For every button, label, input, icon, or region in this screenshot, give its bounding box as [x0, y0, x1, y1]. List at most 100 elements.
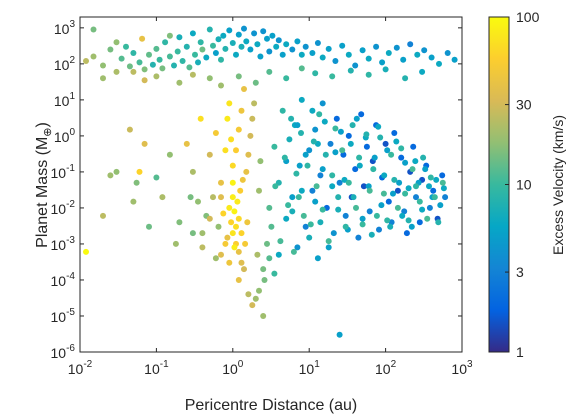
data-point [251, 30, 258, 37]
data-point [353, 204, 359, 211]
x-tick-label: 10-2 [68, 359, 93, 377]
data-point [256, 287, 262, 294]
data-point [260, 313, 267, 319]
data-point [235, 248, 242, 255]
data-point [405, 217, 412, 224]
data-point [310, 138, 317, 145]
data-point [218, 251, 224, 258]
data-point [251, 100, 258, 107]
data-point [100, 62, 106, 69]
data-point [206, 26, 213, 33]
data-point [366, 187, 373, 194]
data-point [435, 219, 442, 226]
scatter-points [83, 25, 458, 338]
data-point [176, 219, 183, 226]
data-point [166, 151, 173, 158]
data-point [335, 194, 342, 201]
data-point [416, 198, 423, 205]
data-point [312, 70, 319, 77]
data-point [136, 59, 143, 66]
data-point [222, 45, 229, 52]
data-point [394, 187, 401, 194]
data-point [195, 59, 201, 66]
data-point [281, 154, 288, 161]
data-point [421, 47, 428, 54]
data-point [203, 54, 210, 61]
data-point [254, 251, 261, 258]
data-point [187, 194, 194, 201]
data-point [107, 46, 114, 53]
data-point [407, 41, 414, 48]
data-point [373, 43, 380, 50]
data-point [113, 168, 120, 175]
data-point [300, 212, 307, 219]
data-point [285, 202, 292, 209]
data-point [294, 244, 301, 251]
data-point [229, 40, 236, 46]
colorbar-tick-label: 100 [516, 9, 540, 25]
data-point [197, 115, 204, 122]
y-axis-title-close: ) [34, 122, 51, 127]
data-point [401, 208, 408, 215]
data-point [166, 53, 173, 60]
data-point [431, 194, 438, 201]
plot-area-frame [79, 16, 463, 353]
data-point [243, 38, 250, 45]
data-point [241, 86, 247, 92]
data-point [257, 53, 264, 60]
data-point [90, 26, 97, 33]
data-point [233, 223, 239, 230]
data-point [226, 100, 233, 107]
data-point [341, 176, 348, 183]
colorbar-tick-label: 10 [516, 177, 532, 193]
y-tick-label: 10-5 [51, 307, 76, 325]
data-point [381, 172, 388, 179]
data-point [288, 115, 295, 122]
data-point [439, 172, 446, 179]
data-point [218, 194, 224, 201]
data-point [427, 174, 434, 181]
data-point [289, 46, 296, 53]
data-point [233, 51, 239, 58]
data-point [312, 126, 319, 133]
data-point [231, 208, 238, 215]
data-point [363, 143, 370, 150]
data-point [195, 198, 201, 205]
data-point [186, 64, 193, 71]
data-point [355, 234, 362, 241]
data-point [130, 198, 137, 205]
data-point [359, 47, 366, 54]
data-point [327, 140, 334, 147]
data-point [391, 176, 398, 183]
data-point [293, 170, 300, 177]
x-tick-label: 103 [451, 359, 473, 377]
data-point [261, 277, 268, 283]
data-point [238, 43, 245, 50]
data-point [400, 56, 407, 63]
data-point [399, 212, 406, 219]
data-point [118, 55, 125, 62]
data-point [378, 202, 385, 209]
x-tick-label: 101 [299, 359, 321, 377]
data-point [179, 58, 186, 64]
y-tick-label: 10-4 [51, 271, 76, 289]
data-point [100, 75, 106, 82]
data-point [298, 96, 305, 103]
data-point [235, 277, 242, 283]
data-point [244, 219, 251, 226]
data-point [390, 190, 396, 197]
data-point [330, 230, 337, 237]
data-point [442, 194, 449, 201]
data-point [226, 27, 233, 34]
data-point [359, 221, 366, 228]
data-point [266, 68, 273, 75]
data-point [302, 151, 309, 158]
data-point [349, 122, 356, 129]
y-axis-title-subscript: ⊕ [42, 127, 54, 136]
data-point [419, 68, 426, 75]
data-point [439, 179, 446, 186]
y-axis-title: Planet Mass (M⊕) [34, 122, 54, 248]
data-point [398, 154, 405, 161]
data-point [335, 206, 342, 213]
data-point [302, 43, 309, 50]
